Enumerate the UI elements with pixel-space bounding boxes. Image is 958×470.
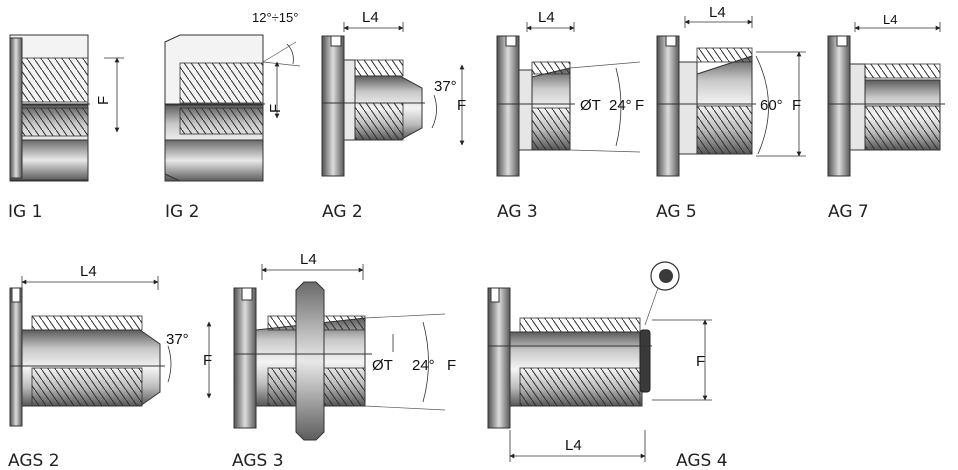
- ig1-f-label: F: [95, 96, 112, 105]
- ag2-l4-label: L4: [362, 9, 379, 26]
- ag3-angle-label: 24°: [609, 97, 632, 114]
- ags3-diameter-label: ØT: [372, 357, 393, 374]
- ag5-angle-label: 60°: [760, 97, 783, 114]
- ags3-f-label: F: [447, 357, 456, 374]
- ig2-angle-label: 12°÷15°: [252, 10, 298, 25]
- caption-ig2: IG 2: [165, 202, 199, 222]
- ag5-l4-label: L4: [709, 4, 726, 21]
- ig2-f-label: F: [267, 104, 284, 113]
- ag7-l4-label: L4: [883, 12, 897, 27]
- fitting-ags2: L4 37° F: [9, 263, 212, 427]
- ag2-f-label: F: [457, 97, 466, 114]
- fitting-ig2: 12°÷15° F: [164, 10, 301, 182]
- caption-ags4: AGS 4: [676, 451, 728, 470]
- ags3-angle-label: 24°: [412, 357, 435, 374]
- fitting-ag3: L4 ØT 24° F: [496, 9, 644, 177]
- caption-ig1: IG 1: [8, 202, 42, 222]
- fitting-ig1: F: [9, 34, 124, 182]
- fitting-ag7: L4: [827, 12, 945, 177]
- fitting-ag5: L4 60° F: [656, 4, 806, 177]
- caption-ags3: AGS 3: [232, 451, 284, 470]
- caption-ag7: AG 7: [828, 202, 869, 222]
- ag2-angle-label: 37°: [434, 78, 457, 95]
- ag3-l4-label: L4: [538, 9, 555, 26]
- ags2-f-label: F: [203, 352, 212, 369]
- ags2-l4-label: L4: [80, 263, 97, 280]
- caption-ag5: AG 5: [656, 202, 697, 222]
- fitting-ags3: L4 ØT 24° F: [233, 251, 456, 441]
- caption-ag3: AG 3: [497, 202, 538, 222]
- caption-ag2: AG 2: [322, 202, 363, 222]
- caption-ags2: AGS 2: [8, 451, 60, 470]
- ags3-l4-label: L4: [300, 251, 317, 268]
- ag3-diameter-label: ØT: [580, 97, 601, 114]
- ag3-f-label: F: [635, 97, 644, 114]
- ags4-l4-label: L4: [565, 437, 582, 454]
- ags2-angle-label: 37°: [166, 331, 189, 348]
- fitting-ag2: L4 37° F: [321, 9, 466, 177]
- ags4-f-label: F: [696, 353, 705, 370]
- fitting-ags4: F L4: [487, 261, 712, 462]
- ag5-f-label: F: [792, 97, 801, 114]
